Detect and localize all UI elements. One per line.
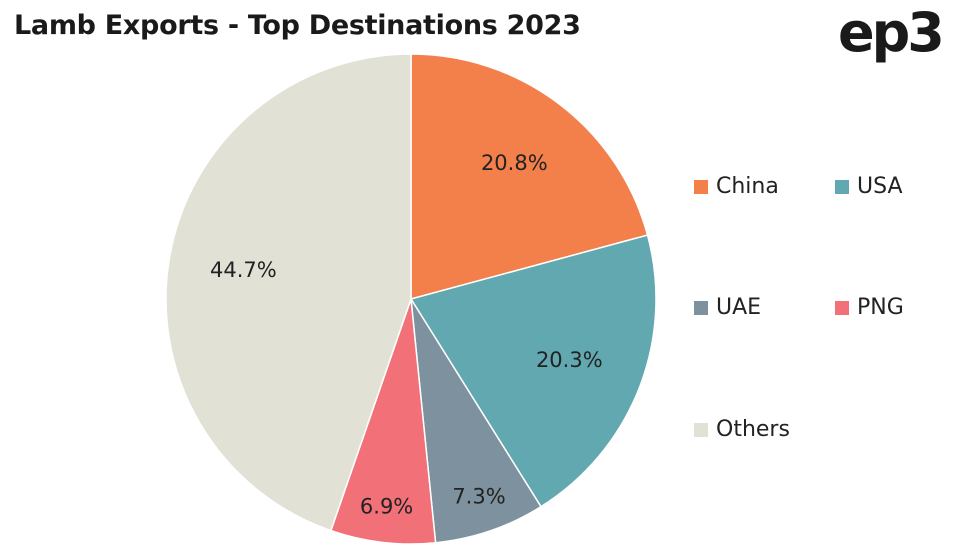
- legend-swatch: [694, 422, 708, 437]
- legend-swatch: [835, 179, 849, 194]
- legend-label: UAE: [716, 295, 762, 320]
- legend-swatch: [694, 179, 708, 194]
- slice-usa: [409, 234, 657, 508]
- slice-uae: [410, 298, 543, 544]
- pie-labels: 20.8% 20.3% 7.3% 6.9% 44.7%: [210, 151, 603, 519]
- pie-slices: [165, 53, 657, 545]
- slice-label-png: 6.9%: [360, 495, 413, 519]
- chart-title: Lamb Exports - Top Destinations 2023: [14, 10, 581, 41]
- legend-label: China: [716, 174, 779, 199]
- legend-label: PNG: [857, 295, 904, 320]
- legend-swatch: [694, 300, 708, 315]
- legend-label: USA: [857, 174, 903, 199]
- slice-label-uae: 7.3%: [452, 485, 505, 509]
- slice-label-china: 20.8%: [481, 151, 548, 175]
- legend-label: Others: [716, 417, 790, 442]
- legend-item-others: Others: [694, 417, 790, 442]
- legend-swatch: [835, 300, 849, 315]
- legend-item-uae: UAE: [694, 295, 761, 320]
- slice-label-others: 44.7%: [210, 258, 277, 282]
- slice-png: [329, 298, 437, 545]
- legend-item-png: PNG: [835, 295, 904, 320]
- ep3-logo: ep3: [838, 1, 945, 64]
- slice-china: [410, 53, 649, 300]
- slice-others: [165, 53, 412, 532]
- slice-label-usa: 20.3%: [536, 348, 603, 372]
- legend-item-usa: USA: [835, 174, 903, 199]
- legend-item-china: China: [694, 174, 779, 199]
